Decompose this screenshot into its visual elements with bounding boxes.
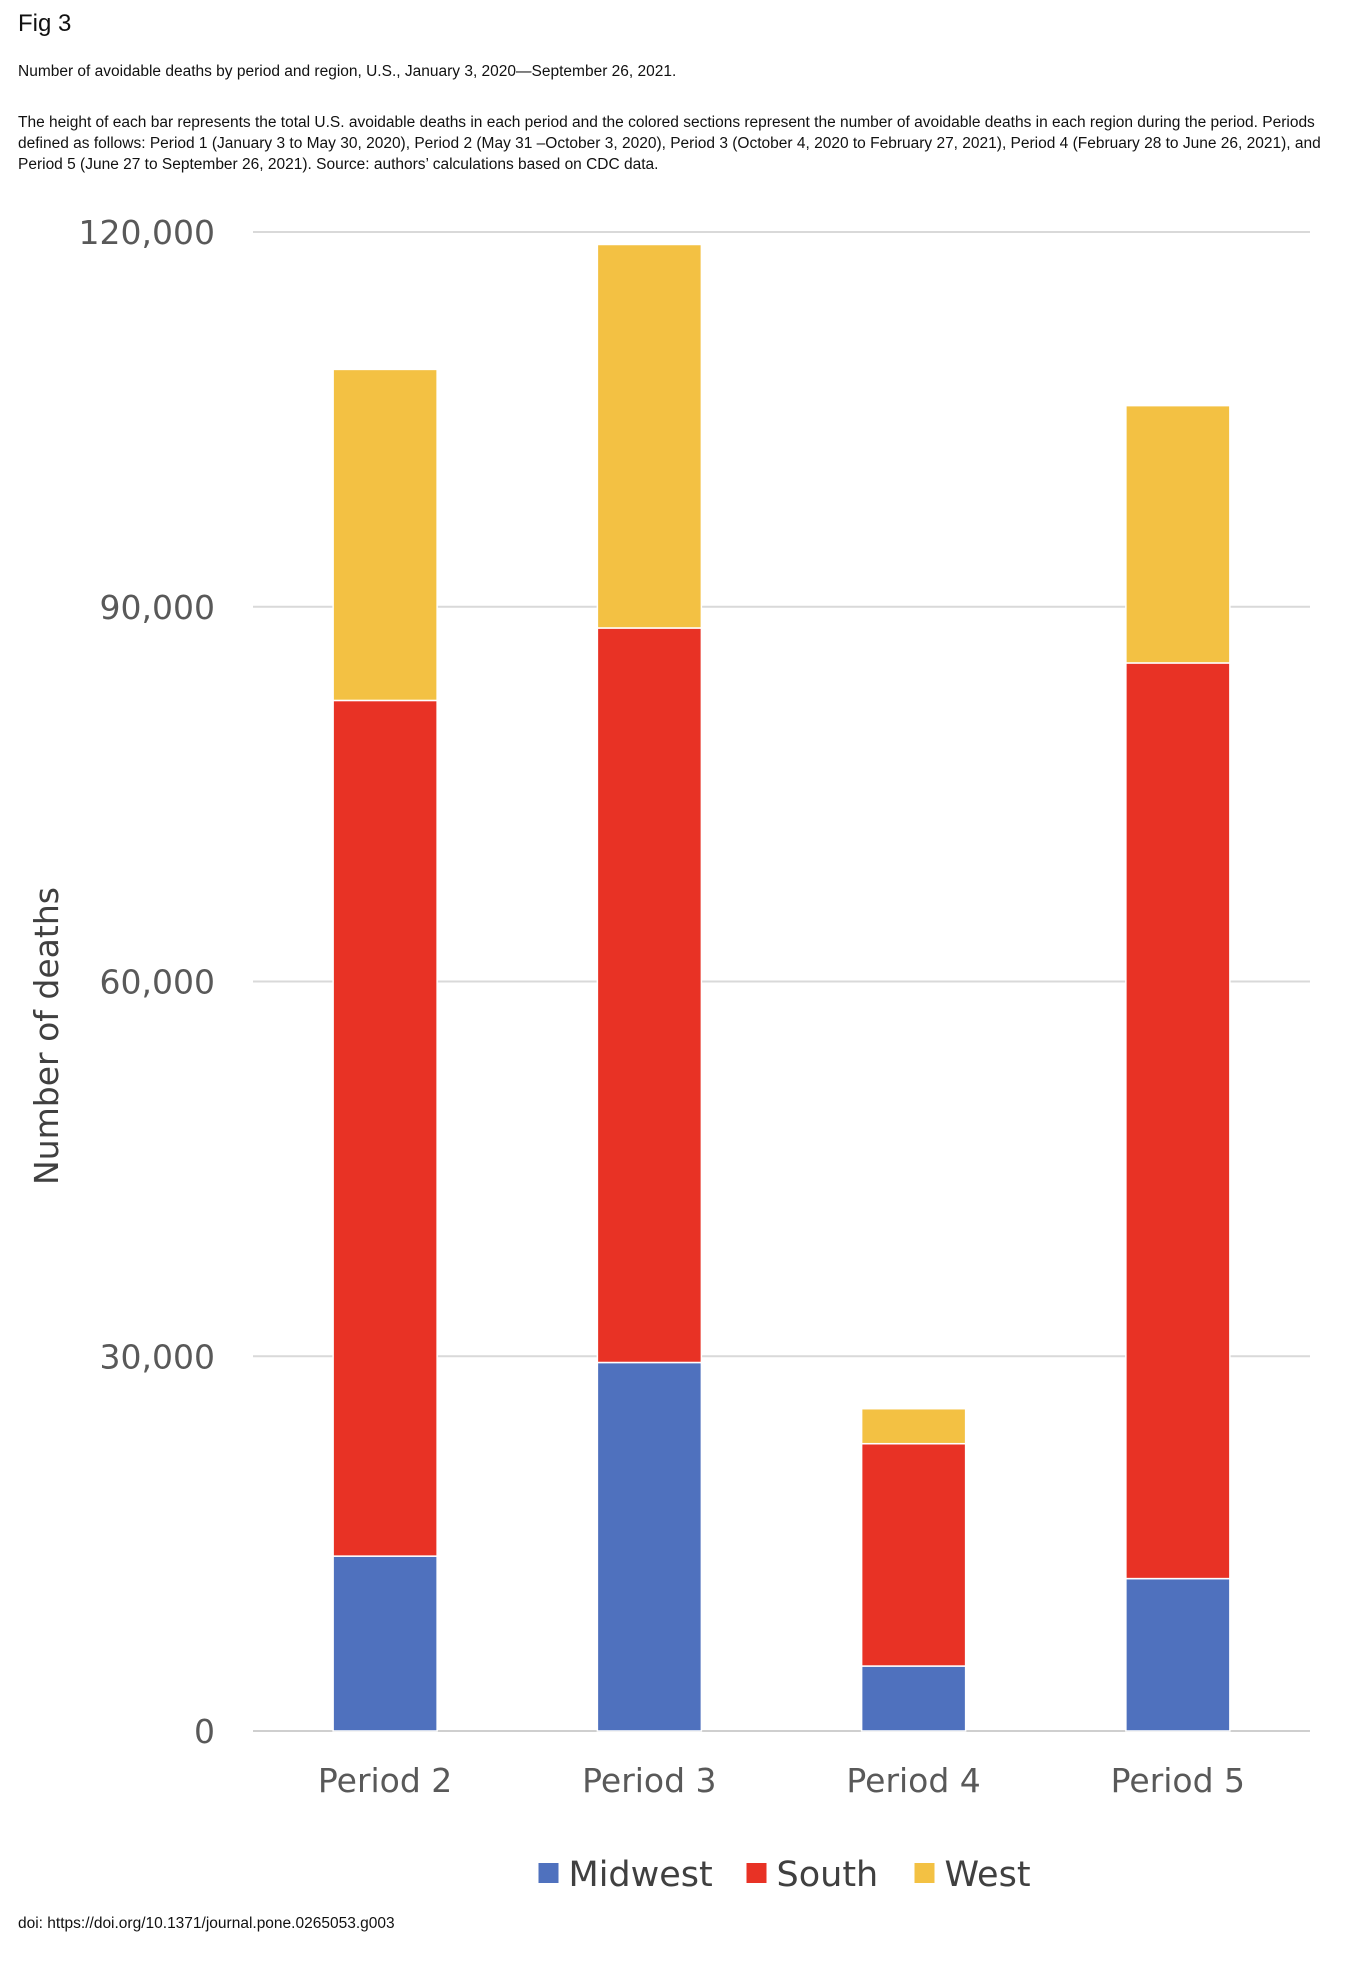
bar-segment-midwest (1125, 1577, 1231, 1732)
legend-swatch-south (746, 1863, 767, 1883)
legend-swatch-midwest (538, 1863, 559, 1883)
x-category-label: Period 4 (846, 1761, 980, 1800)
x-category-label: Period 3 (582, 1761, 716, 1800)
y-tick-label: 90,000 (100, 588, 215, 627)
x-category-label: Period 2 (318, 1761, 452, 1800)
y-tick-label: 30,000 (100, 1337, 215, 1376)
legend: Midwest South West (538, 1855, 1031, 1895)
x-axis-categories: Period 2 Period 3 Period 4 Period 5 (318, 1761, 1245, 1800)
legend-label-west: West (945, 1855, 1031, 1895)
y-tick-label: 60,000 (100, 963, 215, 1002)
bar-segment-midwest (332, 1555, 438, 1732)
y-tick-label: 0 (194, 1712, 215, 1751)
y-axis-ticks: 0 30,000 60,000 90,000 120,000 (79, 213, 215, 1751)
bar-segment-west (860, 1407, 967, 1445)
bar-segment-west (332, 368, 438, 702)
x-category-label: Period 5 (1111, 1761, 1245, 1800)
bar-segment-south (860, 1442, 967, 1667)
legend-swatch-west (914, 1863, 935, 1883)
doi-link[interactable]: doi: https://doi.org/10.1371/journal.pon… (18, 1915, 395, 1932)
bar-segment-south (596, 627, 703, 1364)
bar-segment-south (1125, 662, 1231, 1580)
bar-segment-west (596, 243, 703, 629)
bar-segment-midwest (596, 1361, 703, 1732)
legend-label-south: South (777, 1855, 879, 1895)
y-tick-label: 120,000 (79, 213, 215, 252)
bar-segment-midwest (860, 1665, 967, 1732)
bar-segment-south (332, 699, 438, 1557)
figure-label: Fig 3 (18, 10, 72, 37)
figure-caption: The height of each bar represents the to… (18, 114, 1321, 173)
y-axis-label: Number of deaths (27, 887, 66, 1185)
legend-label-midwest: Midwest (569, 1855, 713, 1895)
bar-segment-west (1125, 404, 1231, 664)
figure-title: Number of avoidable deaths by period and… (18, 63, 677, 80)
bars (332, 243, 1231, 1732)
